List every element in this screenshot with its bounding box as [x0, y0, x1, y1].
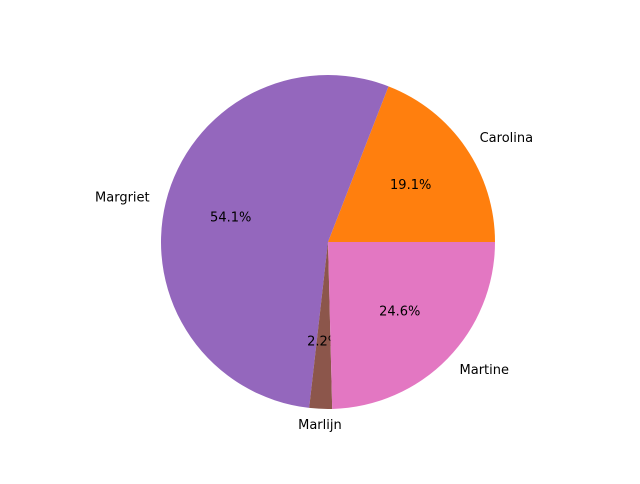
slice-percent-carolina: 19.1% [390, 178, 431, 193]
pie-slice-carolina [328, 86, 495, 243]
slice-label-margriet: Margriet [95, 190, 150, 205]
slice-label-marlijn: Marlijn [298, 418, 342, 433]
slice-label-carolina: Carolina [480, 131, 534, 146]
pie-slice-marlijn [309, 242, 333, 409]
slice-percent-margriet: 54.1% [210, 210, 251, 225]
slice-label-martine: Martine [460, 363, 509, 378]
slice-percent-martine: 24.6% [379, 304, 420, 319]
pie-slice-martine [328, 242, 495, 409]
pie-slice-margriet [160, 74, 389, 408]
